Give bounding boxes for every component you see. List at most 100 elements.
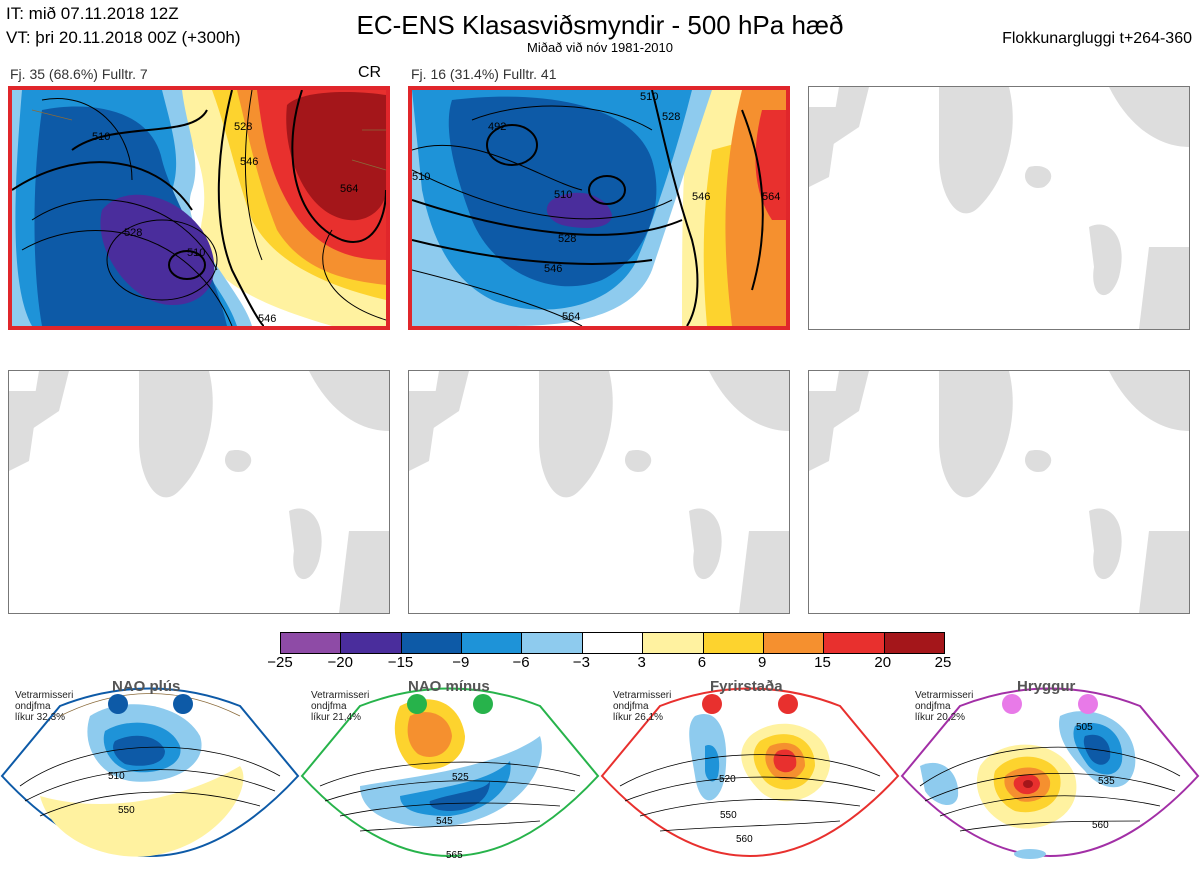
cluster-1-tag: CR <box>358 64 382 81</box>
regime-note-line: ondjfma <box>15 701 51 712</box>
contour-label: 564 <box>340 183 358 195</box>
colorbar-segment <box>883 633 944 653</box>
regime-note: Vetrarmisseri ondjfma líkur 32,3% <box>15 690 73 723</box>
regime-title: NAO mínus <box>408 678 490 695</box>
regime-contour-label: 535 <box>1098 776 1115 787</box>
contour-label: 510 <box>187 247 205 259</box>
cluster-map-2[interactable]: 492 510 528 546 564 510 546 564 528 510 <box>408 86 790 330</box>
empty-map-5 <box>408 370 790 614</box>
contour-label: 528 <box>124 227 142 239</box>
colorbar-segment <box>823 633 884 653</box>
colorbar-segment <box>581 633 643 653</box>
regime-note-line: ondjfma <box>915 701 951 712</box>
regime-note-line: líkur 32,3% <box>15 712 66 723</box>
regime-note-line: líkur 26,1% <box>613 712 664 723</box>
contour-label: 546 <box>692 191 710 203</box>
colorbar-tick-label: 20 <box>874 654 892 671</box>
colorbar-tick-label: 9 <box>758 654 767 671</box>
regime-nao-plus[interactable]: 510 550 <box>0 676 300 871</box>
regime-contour-label: 545 <box>436 816 453 827</box>
colorbar-segment <box>461 633 522 653</box>
contour-label: 510 <box>640 91 658 103</box>
regime-note-line: Vetrarmisseri <box>311 690 370 701</box>
regime-ridge[interactable]: 505 535 560 <box>900 676 1200 871</box>
colorbar-segment <box>281 633 341 653</box>
regime-note-line: ondjfma <box>311 701 347 712</box>
regime-title: NAO plús <box>112 678 181 695</box>
regime-marker <box>473 694 493 714</box>
regime-note-line: ondjfma <box>613 701 649 712</box>
regime-marker <box>1078 694 1098 714</box>
regime-note-line: Vetrarmisseri <box>915 690 974 701</box>
regime-contour-label: 560 <box>736 834 753 845</box>
regime-marker <box>778 694 798 714</box>
contour-label: 510 <box>92 131 110 143</box>
regime-title: Hryggur <box>1017 678 1076 695</box>
colorbar <box>280 632 945 654</box>
regime-contour-label: 505 <box>1076 722 1093 733</box>
contour-label: 528 <box>558 233 576 245</box>
colorbar-tick-label: −15 <box>387 654 414 671</box>
cluster-2-label: Fj. 16 (31.4%) Fulltr. 41 <box>411 66 557 82</box>
contour-label: 492 <box>488 121 506 133</box>
colorbar-segment <box>521 633 582 653</box>
colorbar-tick-label: 15 <box>814 654 831 671</box>
empty-map-4 <box>8 370 390 614</box>
empty-map-3 <box>808 86 1190 330</box>
regime-marker <box>108 694 128 714</box>
regime-title: Fyrirstaða <box>710 678 783 695</box>
colorbar-segment <box>400 633 462 653</box>
contour-label: 510 <box>412 171 430 183</box>
contour-label: 546 <box>544 263 562 275</box>
regime-contour-label: 510 <box>108 771 125 782</box>
colorbar-segment <box>702 633 763 653</box>
colorbar-tick-label: 6 <box>697 654 707 671</box>
colorbar-tick-label: −3 <box>572 654 590 671</box>
page-title: EC-ENS Klasasviðsmyndir - 500 hPa hæð <box>356 10 844 40</box>
contour-label: 510 <box>554 189 572 201</box>
colorbar-labels: −25 −20 −15 −9 −6 −3 3 6 9 15 20 25 <box>267 654 951 674</box>
contour-label: 564 <box>562 311 580 323</box>
regime-contour-label: 550 <box>720 810 737 821</box>
regime-note: Vetrarmisseri ondjfma líkur 20,2% <box>915 690 973 723</box>
colorbar-tick-label: 25 <box>934 654 952 671</box>
colorbar-segment <box>642 633 703 653</box>
regime-contour-label: 560 <box>1092 820 1109 831</box>
colorbar-segment <box>340 633 401 653</box>
contour-label: 546 <box>240 156 258 168</box>
regime-note-line: Vetrarmisseri <box>15 690 74 701</box>
regime-row: 510 550 NAO plús Vetrarmisseri ondjfma l… <box>0 676 1200 871</box>
regime-marker <box>173 694 193 714</box>
page-subtitle: Miðað við nóv 1981-2010 <box>527 40 673 55</box>
contour-label: 564 <box>762 191 780 203</box>
colorbar-tick-label: −6 <box>512 654 530 671</box>
colorbar-tick-label: −20 <box>327 654 353 671</box>
regime-blocking[interactable]: 520 550 560 <box>600 676 900 871</box>
contour-label: 546 <box>258 313 276 325</box>
cluster-map-1[interactable]: 510 528 546 564 528 510 546 <box>8 86 390 330</box>
regime-marker <box>1002 694 1022 714</box>
regime-note-line: líkur 21,4% <box>311 712 362 723</box>
regime-contour-label: 520 <box>719 774 736 785</box>
regime-contour-label: 525 <box>452 772 469 783</box>
regime-contour-label: 550 <box>118 805 135 816</box>
regime-nao-minus[interactable]: 525 545 565 <box>300 676 600 871</box>
regime-note-line: líkur 20,2% <box>915 712 966 723</box>
regime-note: Vetrarmisseri ondjfma líkur 21,4% <box>311 690 369 723</box>
initial-time: IT: mið 07.11.2018 12Z <box>6 4 179 23</box>
valid-time: VT: þri 20.11.2018 00Z (+300h) <box>6 28 241 47</box>
colorbar-tick-label: −25 <box>267 654 293 671</box>
regime-marker <box>702 694 722 714</box>
colorbar-tick-label: 3 <box>637 654 646 671</box>
classification-window: Flokkunargluggi t+264-360 <box>1002 30 1192 47</box>
cluster-1-label: Fj. 35 (68.6%) Fulltr. 7 <box>10 66 148 82</box>
contour-label: 528 <box>662 111 680 123</box>
colorbar-segment <box>762 633 824 653</box>
empty-map-6 <box>808 370 1190 614</box>
contour-label: 528 <box>234 121 252 133</box>
colorbar-tick-label: −9 <box>452 654 470 671</box>
regime-marker <box>407 694 427 714</box>
regime-note-line: Vetrarmisseri <box>613 690 672 701</box>
regime-note: Vetrarmisseri ondjfma líkur 26,1% <box>613 690 671 723</box>
regime-contour-label: 565 <box>446 850 463 861</box>
